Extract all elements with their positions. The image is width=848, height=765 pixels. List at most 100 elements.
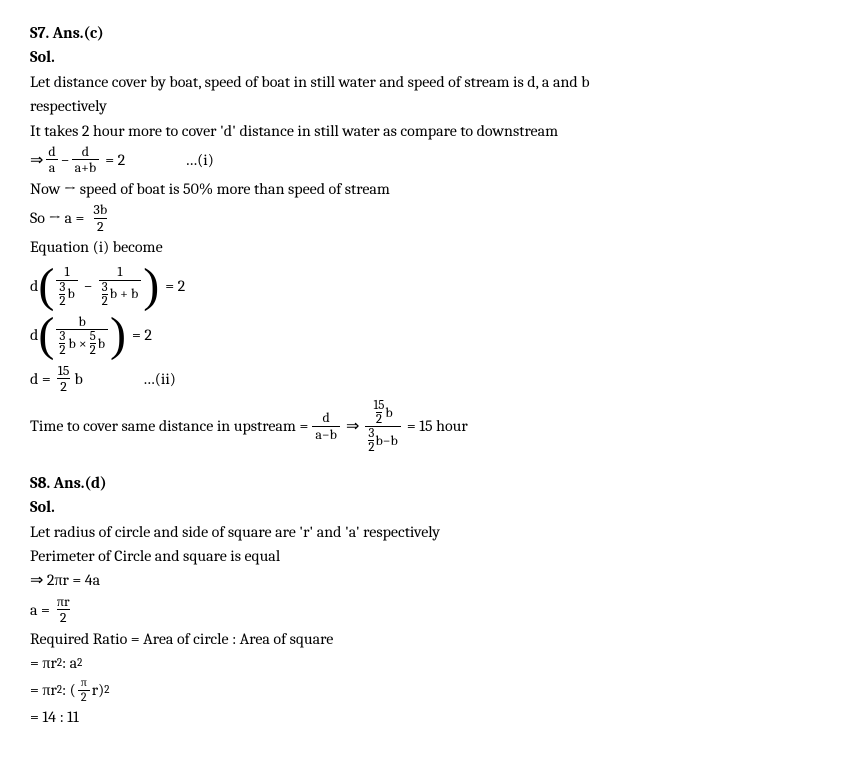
s7-l7: Time to cover same distance in upstream …: [30, 399, 818, 454]
prefix-text: = πr: [30, 679, 57, 701]
sub-fraction: 3 2: [368, 427, 374, 454]
s7-eq1: ⇒ d a − d a+b = 2 …(i): [30, 144, 818, 176]
sub-den: 2: [376, 412, 382, 426]
s8-l4: Required Ratio = Area of circle : Area o…: [30, 628, 818, 650]
superscript: 2: [77, 655, 82, 670]
prefix-text: So → a =: [30, 207, 84, 229]
numerator: 15 2 b: [370, 399, 395, 426]
denominator: 2: [94, 218, 107, 234]
prefix-text: = πr: [30, 652, 57, 674]
paren-left-icon: (: [38, 267, 54, 305]
tail-text: b: [74, 368, 82, 390]
numerator: d: [45, 144, 58, 159]
denominator: 2: [78, 690, 90, 704]
sub-num: 3: [59, 330, 65, 343]
numerator: d: [79, 144, 92, 159]
s7-l6: Equation (i) become: [30, 236, 818, 258]
prefix-text: d =: [30, 368, 51, 390]
minus-text: −: [61, 149, 70, 171]
mid-text: : (: [62, 679, 76, 701]
s7-sol: Sol.: [30, 46, 818, 68]
fraction: π 2: [78, 676, 90, 703]
s7-eq2: d ( 1 3 2 b − 1: [30, 264, 818, 307]
denominator: a−b: [312, 426, 340, 442]
fraction: d a: [45, 144, 58, 176]
sub-fraction: 5 2: [90, 330, 96, 357]
d-text: d: [30, 275, 38, 297]
numerator: 15: [55, 363, 73, 378]
paren-inner: 1 3 2 b − 1 3 2: [54, 264, 143, 307]
equals-text: = 2: [165, 275, 185, 297]
prefix-text: a =: [30, 599, 50, 621]
eq-label: …(i): [185, 149, 214, 171]
big-paren: ( b 3 2 b × 5 2 b: [38, 314, 126, 357]
fraction: d a+b: [72, 144, 100, 176]
tail-text: b: [67, 286, 74, 301]
sub-fraction: 3 2: [59, 330, 65, 357]
numerator: 3b: [90, 202, 110, 217]
numerator: πr: [54, 594, 73, 609]
s8-l3: ⇒ 2πr = 4a: [30, 569, 818, 591]
s7-l4a: Now → speed of boat is 50% more than spe…: [30, 178, 818, 200]
sub-num: 3: [102, 281, 108, 294]
numerator: d: [319, 410, 332, 425]
denominator: 2: [57, 378, 70, 394]
sub-den: 2: [368, 440, 374, 454]
sub-fraction: 15 2: [373, 399, 384, 426]
s7-l1: Let distance cover by boat, speed of boa…: [30, 71, 818, 93]
fraction: b 3 2 b × 5 2 b: [56, 314, 108, 357]
sub-den: 2: [102, 294, 108, 308]
sub-den: 2: [90, 343, 96, 357]
fraction: 1 3 2 b: [56, 264, 77, 307]
arrow-text: ⇒: [346, 415, 359, 437]
sub-num: 15: [373, 399, 384, 412]
sub-num: 3: [59, 281, 65, 294]
mid-text: : a: [62, 652, 77, 674]
s8-l1: Let radius of circle and side of square …: [30, 521, 818, 543]
arrow-text: ⇒: [30, 149, 43, 171]
s8-eq1: a = πr 2: [30, 594, 818, 626]
s8-sol: Sol.: [30, 496, 818, 518]
denominator: 3 2 b: [56, 280, 77, 308]
fraction: 15 2: [55, 363, 73, 395]
fraction: 15 2 b 3 2 b−b: [365, 399, 400, 454]
superscript: 2: [104, 682, 109, 697]
fraction: πr 2: [54, 594, 73, 626]
denominator: a: [46, 159, 59, 175]
equals-text: = 2: [132, 324, 152, 346]
sub-den: 2: [59, 343, 65, 357]
s8-header: S8. Ans.(d): [30, 472, 818, 494]
tail-text: b ×: [68, 336, 86, 351]
paren-left-icon: (: [38, 316, 54, 354]
s7-block: S7. Ans.(c) Sol. Let distance cover by b…: [30, 22, 818, 454]
numerator: π: [78, 676, 90, 689]
denominator: 3 2 b × 5 2 b: [56, 329, 108, 357]
s7-eq4: d = 15 2 b …(ii): [30, 363, 818, 395]
numerator: 1: [61, 264, 72, 279]
eq-label: …(ii): [143, 368, 176, 390]
fraction: 3b 2: [90, 202, 110, 234]
equals-text: = 2: [105, 149, 125, 171]
fraction: 1 3 2 b + b: [99, 264, 142, 307]
tail-text: r): [92, 679, 104, 701]
sub-fraction: 3 2: [102, 281, 108, 308]
denominator: 3 2 b + b: [99, 280, 142, 308]
s7-l2: respectively: [30, 95, 818, 117]
denominator: a+b: [72, 159, 100, 175]
result-text: = 15 hour: [407, 415, 468, 437]
s7-eq3: d ( b 3 2 b × 5 2 b: [30, 314, 818, 357]
s7-l3: It takes 2 hour more to cover 'd' distan…: [30, 120, 818, 142]
s7-l5: So → a = 3b 2: [30, 202, 818, 234]
big-paren: ( 1 3 2 b − 1: [38, 264, 159, 307]
denominator: 2: [57, 609, 70, 625]
tail-text: b: [385, 405, 392, 420]
s7-header: S7. Ans.(c): [30, 22, 818, 44]
sub-num: 3: [368, 427, 374, 440]
tail-text: b + b: [110, 286, 138, 301]
paren-right-icon: ): [110, 316, 126, 354]
numerator: 1: [114, 264, 125, 279]
paren-inner: b 3 2 b × 5 2 b: [54, 314, 110, 357]
prefix-text: Time to cover same distance in upstream …: [30, 415, 308, 437]
sub-num: 5: [90, 330, 96, 343]
paren-right-icon: ): [143, 267, 159, 305]
